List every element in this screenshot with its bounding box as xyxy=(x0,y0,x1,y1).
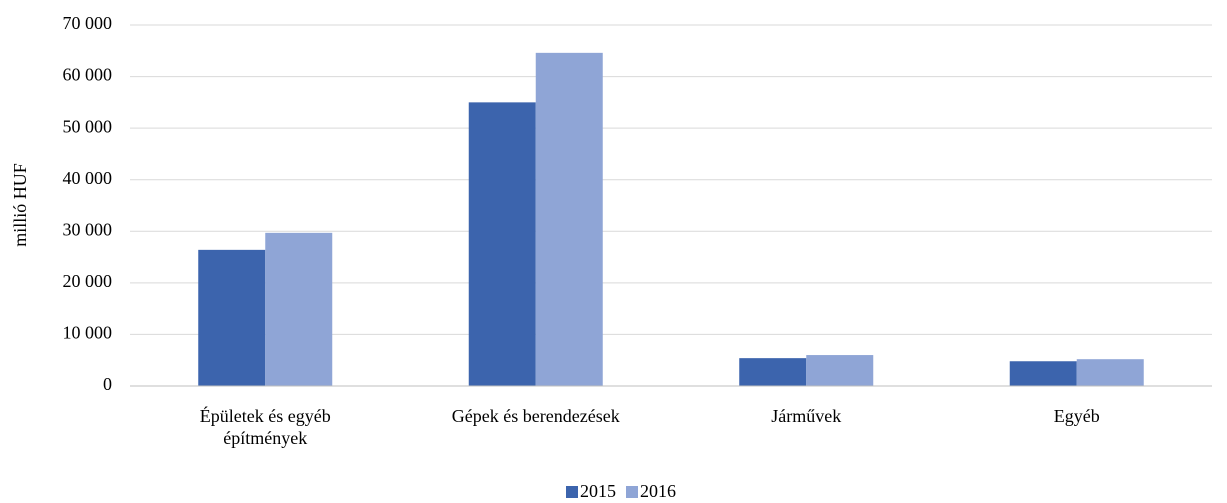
bar xyxy=(1076,359,1144,386)
x-tick-label: Épületek és egyéb építmények xyxy=(199,406,331,448)
legend-label: 2015 xyxy=(580,481,616,501)
bar xyxy=(535,52,603,386)
y-tick-label: 40 000 xyxy=(63,168,113,188)
y-tick-label: 20 000 xyxy=(63,271,113,291)
bar xyxy=(265,232,333,386)
y-tick-label: 70 000 xyxy=(63,13,113,33)
y-tick-label: 0 xyxy=(103,374,112,394)
y-tick-label: 30 000 xyxy=(63,219,113,239)
y-tick-label: 60 000 xyxy=(63,65,113,85)
legend-swatch xyxy=(566,486,578,498)
y-axis-label: millió HUF xyxy=(10,163,30,247)
bar xyxy=(806,355,874,386)
bar xyxy=(468,102,536,386)
x-tick-label: Járművek xyxy=(771,406,842,426)
legend-swatch xyxy=(626,486,638,498)
legend-label: 2016 xyxy=(640,481,676,501)
y-tick-label: 10 000 xyxy=(63,323,113,343)
bar xyxy=(739,358,807,386)
x-tick-label: Gépek és berendezések xyxy=(451,406,620,426)
y-tick-label: 50 000 xyxy=(63,116,113,136)
x-tick-label: Egyéb xyxy=(1053,406,1100,426)
bar xyxy=(198,249,266,386)
bar xyxy=(1009,361,1077,386)
